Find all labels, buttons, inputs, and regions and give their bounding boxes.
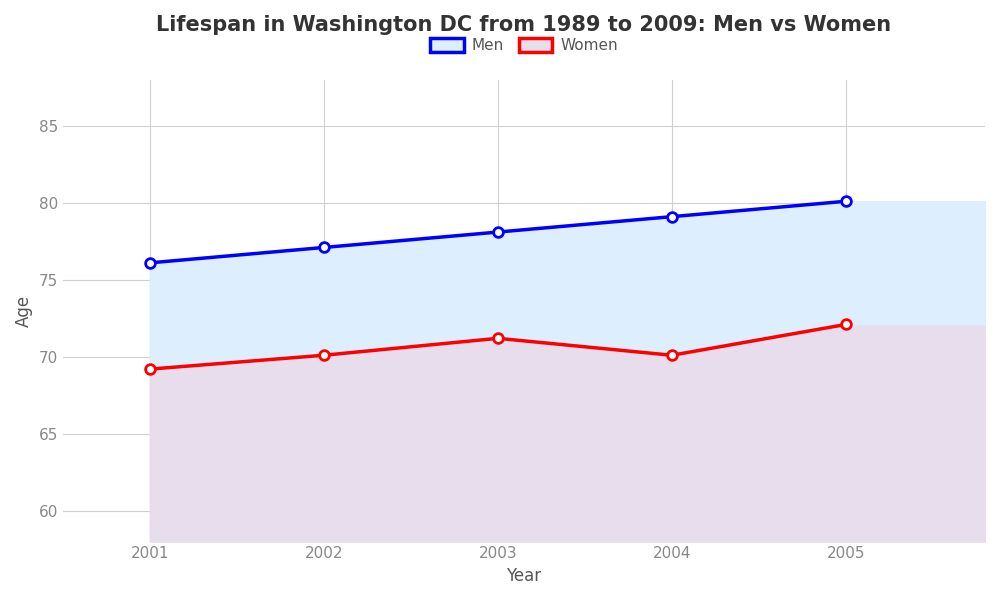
Title: Lifespan in Washington DC from 1989 to 2009: Men vs Women: Lifespan in Washington DC from 1989 to 2… [156,15,891,35]
X-axis label: Year: Year [506,567,541,585]
Y-axis label: Age: Age [15,295,33,326]
Legend: Men, Women: Men, Women [424,32,624,59]
